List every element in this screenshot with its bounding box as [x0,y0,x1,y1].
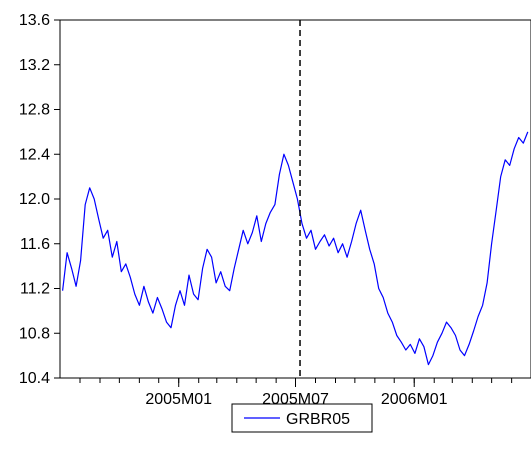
y-tick-label: 10.8 [19,325,50,342]
plot-frame [59,19,531,379]
y-tick-label: 12.8 [19,102,50,119]
legend-label-grbr05: GRBR05 [286,411,350,428]
series-line-grbr05 [62,131,529,366]
x-tick-label: 2006M01 [381,391,448,408]
y-tick-label: 13.6 [19,12,50,29]
y-tick-label: 12.4 [19,146,50,163]
y-tick-label: 13.2 [19,57,50,74]
y-tick-label: 11.2 [20,281,50,298]
y-tick-label: 12.0 [19,191,50,208]
y-tick-label: 10.4 [19,370,50,387]
y-tick-label: 11.6 [20,236,50,253]
x-tick-label: 2005M01 [145,391,212,408]
legend: GRBR05 [231,403,373,433]
